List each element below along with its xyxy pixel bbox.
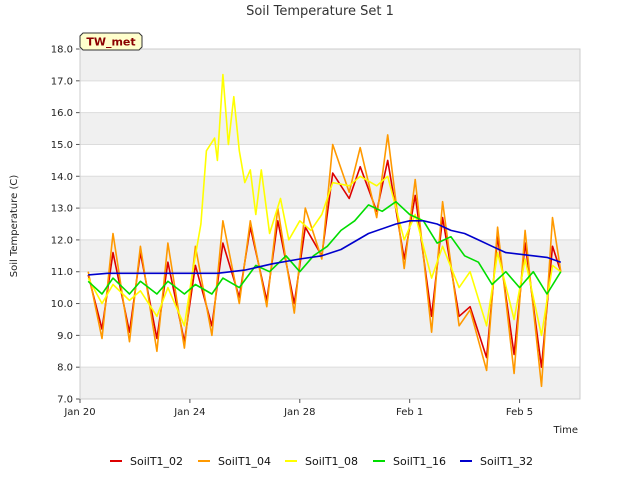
y-tick-label: 10.0 xyxy=(51,299,73,310)
series-line-soilt1_16 xyxy=(87,200,562,295)
chart-title: Soil Temperature Set 1 xyxy=(246,4,394,19)
grid-band xyxy=(80,367,580,399)
legend-label: SoilT1_02 xyxy=(130,455,183,468)
x-tick-label: Feb 1 xyxy=(396,407,423,418)
x-axis-label: Time xyxy=(553,425,578,436)
y-tick-label: 8.0 xyxy=(57,363,73,374)
grid-band xyxy=(80,303,580,336)
y-tick-label: 11.0 xyxy=(51,267,73,278)
series-line-soilt1_08 xyxy=(87,73,562,337)
grid-band xyxy=(80,49,580,81)
y-tick-label: 7.0 xyxy=(57,395,73,406)
legend-label: SoilT1_08 xyxy=(305,455,358,468)
grid-band xyxy=(80,239,580,272)
y-tick-label: 9.0 xyxy=(57,331,73,342)
x-tick-label: Jan 28 xyxy=(283,407,315,418)
badge-box xyxy=(79,32,143,51)
x-tick-label: Jan 20 xyxy=(63,407,95,418)
x-tick-label: Jan 24 xyxy=(173,407,205,418)
y-tick-label: 13.0 xyxy=(51,204,73,215)
x-tick-label: Feb 5 xyxy=(506,407,533,418)
y-tick-label: 18.0 xyxy=(51,45,73,56)
y-tick-label: 16.0 xyxy=(51,108,73,119)
legend: SoilT1_02 SoilT1_04 SoilT1_08 SoilT1_16 Soil… xyxy=(110,455,533,468)
y-tick-label: 14.0 xyxy=(51,172,73,183)
series-line-soilt1_04 xyxy=(87,134,562,388)
legend-label: SoilT1_32 xyxy=(480,455,533,468)
plot-area: 7.0 8.0 9.0 10.0 11.0 12.0 13.0 14.0 15.0 16.0 17.… xyxy=(51,32,581,418)
series-line-soilt1_32 xyxy=(88,220,562,276)
legend-label: SoilT1_04 xyxy=(218,455,271,468)
plot-frame xyxy=(79,48,581,400)
y-tick-label: 17.0 xyxy=(51,76,73,87)
legend-label: SoilT1_16 xyxy=(393,455,446,468)
y-tick-label: 12.0 xyxy=(51,235,73,246)
badge-label: TW_met xyxy=(86,36,135,49)
y-axis-label: Soil Temperature (C) xyxy=(9,175,20,278)
grid-band xyxy=(80,112,580,145)
y-tick-label: 15.0 xyxy=(51,140,73,151)
plot-background xyxy=(80,49,580,399)
